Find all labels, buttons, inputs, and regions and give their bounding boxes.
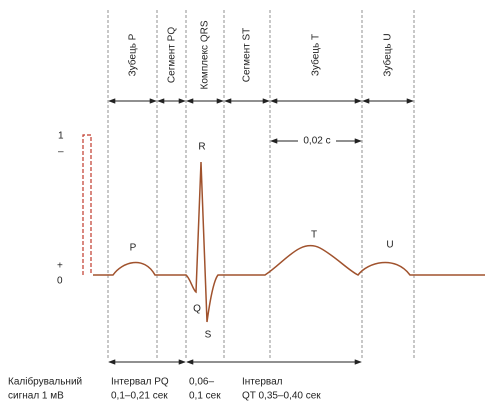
interval-label: QT 0,35–0,40 сек: [242, 391, 321, 402]
ecg-trace: [93, 161, 485, 323]
interval-label: Інтервал: [242, 377, 283, 388]
header: Сегмент ST: [242, 28, 253, 83]
header: Зубець P: [127, 33, 139, 76]
grid-lines: [107, 10, 415, 358]
wave-label: T: [311, 230, 317, 241]
headers: Зубець P Сегмент PQ Комплекс QRS Сегмент…: [127, 20, 394, 89]
scale-label: 1: [58, 131, 64, 142]
scale-label: +: [57, 261, 63, 272]
calibration-label: сигнал 1 мВ: [8, 391, 64, 402]
calibration-pulse: [82, 134, 92, 275]
interval-label: 0,1–0,21 сек: [111, 391, 168, 402]
wave-label: Q: [193, 304, 201, 315]
header: Сегмент PQ: [167, 27, 178, 83]
wave-label: P: [130, 243, 137, 254]
header: Комплекс QRS: [200, 20, 211, 89]
time-mark: 0,02 с: [303, 136, 330, 147]
wave-label: S: [205, 330, 212, 341]
calibration-label: Калібрувальний: [8, 376, 82, 388]
header: Зубець T: [310, 34, 322, 76]
interval-label: 0,1 сек: [189, 391, 221, 402]
interval-label: Інтервал PQ: [111, 377, 169, 388]
header: Зубець U: [382, 33, 394, 76]
interval-label: 0,06–: [189, 377, 214, 388]
wave-label: U: [386, 240, 393, 251]
scale-label: 0: [57, 276, 63, 287]
wave-label: R: [198, 142, 205, 153]
scale-label: –: [58, 147, 64, 158]
